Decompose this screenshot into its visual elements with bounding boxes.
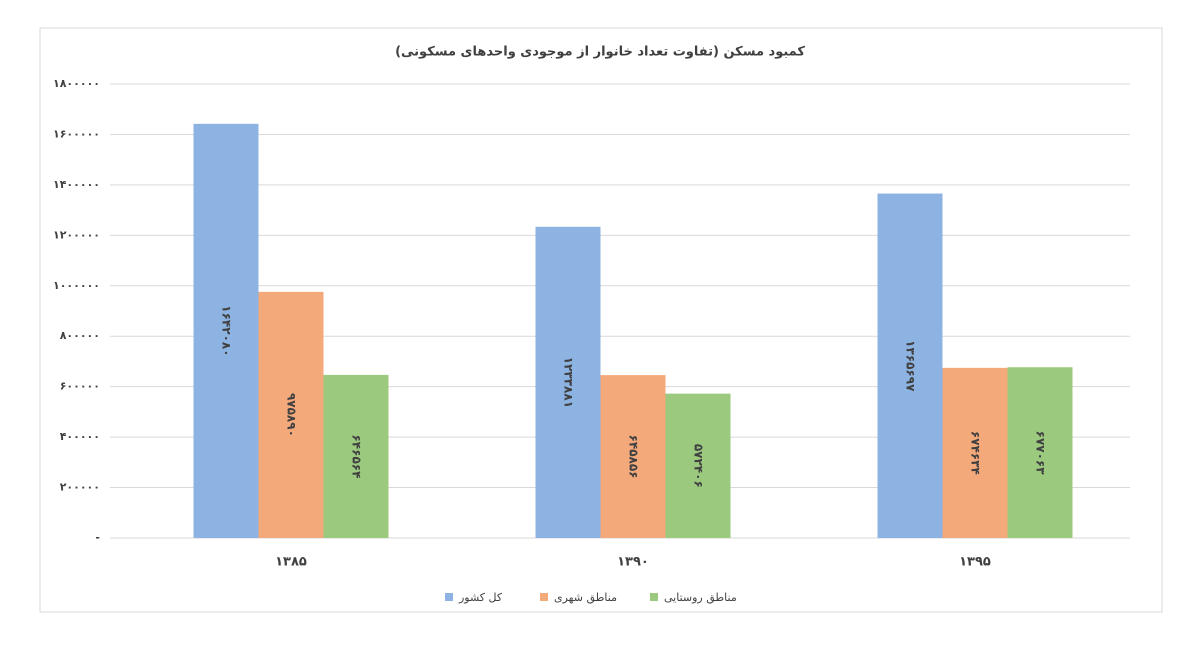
x-tick-label: ۱۳۹۰ — [617, 555, 649, 570]
legend-label: مناطق روستایی — [664, 591, 737, 605]
legend-swatch — [445, 593, 453, 601]
bar — [600, 375, 666, 538]
bar — [665, 393, 731, 538]
data-label: ۱۲۳۳۸۸۱ — [562, 357, 576, 408]
y-tick-label: ۶۰۰۰۰۰ — [60, 380, 100, 393]
legend-swatch — [540, 593, 548, 601]
data-label: ۹۷۵۸۹۰ — [285, 393, 299, 437]
data-label: ۱۶۴۲۰۸۰ — [220, 305, 234, 356]
legend-label: مناطق شهری — [554, 591, 617, 605]
data-label: ۵۷۲۴۰۶ — [692, 444, 706, 488]
data-label: ۶۴۶۵۶۴ — [350, 434, 364, 478]
bar — [877, 193, 943, 538]
y-tick-label: ۴۰۰۰۰۰ — [60, 430, 100, 443]
y-tick-label: ۱۸۰۰۰۰۰ — [53, 77, 100, 90]
bar — [535, 226, 601, 539]
y-tick-label: ۱۴۰۰۰۰۰ — [53, 178, 100, 191]
bar — [323, 374, 389, 538]
bar — [942, 367, 1008, 538]
y-tick-label: ۱۶۰۰۰۰۰ — [53, 127, 100, 140]
bar — [1007, 367, 1073, 538]
data-label: ۶۴۵۸۵۶ — [627, 435, 641, 479]
chart-title: کمبود مسکن (تفاوت تعداد خانوار از موجودی… — [395, 45, 805, 60]
y-tick-label: ۱۲۰۰۰۰۰ — [53, 228, 100, 241]
bar — [258, 291, 324, 538]
y-tick-label: - — [95, 531, 100, 544]
bar — [193, 123, 259, 538]
data-label: ۱۳۶۵۶۹۷ — [904, 340, 918, 392]
y-tick-label: ۱۰۰۰۰۰۰ — [53, 279, 100, 292]
legend-label: کل کشور — [458, 591, 503, 604]
legend-swatch — [650, 593, 658, 601]
data-label: ۶۷۷۰۶۳ — [1034, 431, 1048, 476]
x-tick-label: ۱۳۸۵ — [275, 555, 307, 570]
y-tick-label: ۲۰۰۰۰۰ — [60, 481, 100, 494]
y-tick-label: ۸۰۰۰۰۰ — [60, 329, 100, 342]
x-tick-label: ۱۳۹۵ — [959, 555, 991, 570]
data-label: ۶۷۴۶۳۴ — [969, 431, 983, 475]
